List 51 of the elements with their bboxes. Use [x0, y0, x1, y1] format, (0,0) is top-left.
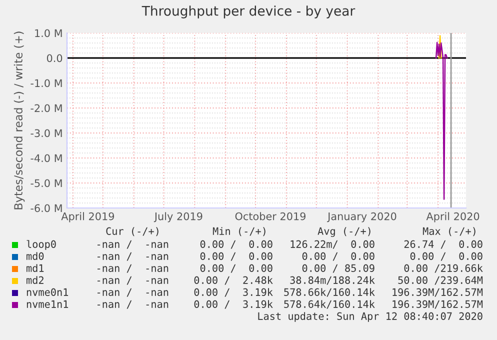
x-tick-label: January 2020	[327, 212, 396, 222]
text: -nan / -nan	[98, 300, 168, 309]
y-tick-label: -3.0 M	[30, 129, 62, 138]
y-tick-label: -1.0 M	[30, 79, 62, 88]
legend-label: nvme1n1	[26, 300, 68, 308]
text: 0.00 / 0.00	[302, 252, 374, 261]
text: 0.00 /219.66k	[404, 264, 483, 273]
text: 0.00 / 3.19k	[194, 300, 273, 309]
y-tick-label: 0.0	[46, 54, 62, 62]
y-tick-label: -5.0 M	[30, 179, 62, 188]
text: 0.00 / 3.19k	[194, 288, 273, 297]
legend-label: md0	[26, 252, 44, 260]
x-tick-label: April 2020	[426, 212, 480, 222]
text: 38.84m/188.24k	[290, 276, 375, 285]
text: -nan / -nan	[98, 288, 168, 297]
legend-label: nvme0n1	[26, 288, 68, 296]
text: 196.39M/162.57M	[392, 288, 483, 297]
legend-label: loop0	[26, 240, 56, 250]
text: -nan / -nan	[98, 240, 168, 249]
y-tick-label: -6.0 M	[30, 204, 62, 212]
text: 578.66k/160.14k	[284, 288, 375, 297]
text: 0.00 / 2.48k	[194, 276, 273, 285]
text: Avg (-/+)	[318, 227, 370, 237]
line-series	[435, 42, 448, 200]
text: 126.22m/ 0.00	[290, 240, 374, 249]
text: -nan / -nan	[98, 276, 168, 285]
legend-label: md1	[26, 264, 44, 272]
text: 0.00 / 85.09	[302, 264, 374, 273]
x-tick-label: July 2019	[154, 212, 202, 222]
y-tick-label: -2.0 M	[30, 104, 62, 112]
text: -nan / -nan	[98, 252, 168, 261]
chart-title: Throughput per device - by year	[142, 6, 356, 18]
y-axis-title: Bytes/second read (-) / write (+)	[14, 32, 25, 210]
text: 578.64k/160.14k	[284, 300, 375, 309]
text: 0.00 / 0.00	[200, 240, 272, 249]
text: Max (-/+)	[422, 227, 476, 236]
text: 50.00 /239.64M	[398, 276, 483, 285]
text: 0.00 / 0.00	[200, 264, 272, 273]
text: Last update: Sun Apr 12 08:40:07 2020	[258, 312, 482, 322]
y-tick-label: -4.0 M	[30, 154, 62, 162]
text: -nan / -nan	[98, 264, 168, 273]
text: 0.00 / 0.00	[200, 252, 272, 261]
text: 26.74 / 0.00	[404, 240, 482, 249]
x-tick-label: October 2019	[235, 212, 306, 220]
text: 196.39M/162.57M	[392, 300, 483, 309]
x-tick-label: April 2019	[61, 212, 114, 222]
text: Min (-/+)	[212, 227, 266, 236]
text: 0.00 / 0.00	[410, 252, 482, 261]
legend-label: md2	[26, 276, 44, 284]
text: Cur (-/+)	[106, 227, 158, 236]
y-tick-label: 1.0 M	[35, 29, 62, 38]
